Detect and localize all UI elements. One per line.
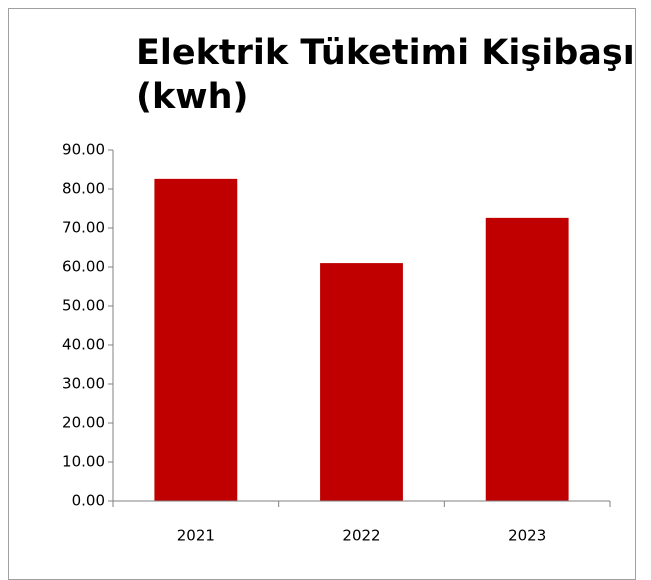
y-tick-label: 70.00 bbox=[62, 219, 105, 237]
bar bbox=[485, 217, 569, 502]
y-tick-label: 40.00 bbox=[62, 336, 105, 354]
y-tick-label: 20.00 bbox=[62, 414, 105, 432]
x-tick-label: 2021 bbox=[177, 527, 215, 545]
chart-title: Elektrik Tüketimi Kişibaşı (kwh) bbox=[136, 33, 635, 117]
y-tick-label: 60.00 bbox=[62, 258, 105, 276]
bar bbox=[154, 178, 238, 502]
y-tick-label: 50.00 bbox=[62, 297, 105, 315]
chart: 0.00 10.00 20.00 30.00 40.00 50.00 60.00 70.00 8… bbox=[62, 141, 611, 545]
x-tick-label: 2022 bbox=[342, 527, 380, 545]
y-tick-label: 90.00 bbox=[62, 141, 105, 159]
y-tick-label: 80.00 bbox=[62, 180, 105, 198]
y-tick-label: 30.00 bbox=[62, 375, 105, 393]
x-tick-label: 2023 bbox=[508, 527, 546, 545]
y-tick-label: 10.00 bbox=[62, 453, 105, 471]
y-tick-label: 0.00 bbox=[72, 492, 105, 510]
bar bbox=[320, 263, 403, 501]
